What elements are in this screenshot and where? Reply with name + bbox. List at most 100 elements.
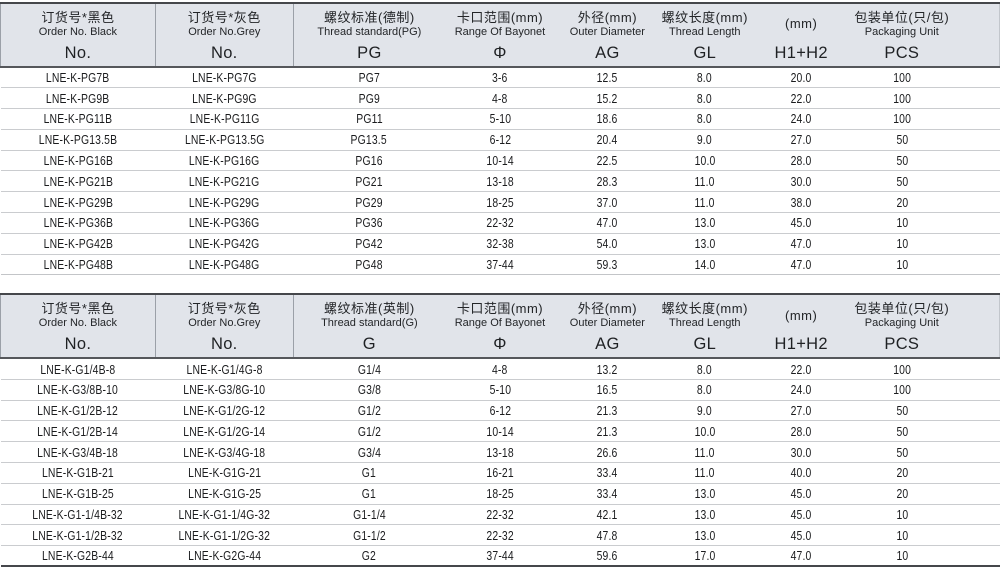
cell: 38.0	[749, 191, 853, 213]
cell-text: PG42	[355, 236, 383, 252]
cell: LNE-K-PG13.5G	[155, 128, 294, 151]
cell-text: PG9	[358, 90, 380, 106]
cell-text: 16.5	[596, 382, 618, 398]
cell: 3-6	[445, 67, 555, 88]
cell: 18-25	[445, 191, 555, 213]
table-row: LNE-K-PG42B LNE-K-PG42G PG42 32-38 54.0 13.0 4…	[0, 232, 1000, 255]
cell-text: 27.0	[790, 132, 812, 148]
cell: 10	[852, 232, 1000, 255]
cell: 47.0	[554, 212, 660, 234]
cell-text: 50	[896, 153, 908, 169]
cell-text: 30.0	[790, 173, 812, 189]
header-label-cn: 订货号*黑色	[41, 9, 115, 25]
column-header: 螺纹标准(德制) Thread standard(PG) PG	[293, 2, 446, 68]
table-row: LNE-K-PG16B LNE-K-PG16G PG16 10-14 22.5 10.0 2…	[0, 149, 1000, 171]
table-row: LNE-K-G1/4B-8 LNE-K-G1/4G-8 G1/4 4-8 13.2 8.0…	[1, 358, 1000, 379]
cell-text: 16-21	[486, 465, 514, 481]
cell-text: LNE-K-PG11B	[43, 111, 113, 127]
cell-text: LNE-K-PG48B	[43, 257, 113, 273]
cell-text: 50	[896, 444, 908, 460]
cell: 33.4	[554, 461, 660, 484]
cell: LNE-K-PG7B	[1, 67, 156, 88]
cell: 5-10	[445, 108, 555, 130]
header-labels: (mm)	[750, 295, 853, 331]
header-labels: (mm)	[750, 4, 853, 40]
cell: 40.0	[749, 461, 853, 484]
cell-text: LNE-K-PG13.5B	[38, 132, 118, 148]
cell-text: 47.0	[790, 548, 812, 564]
column-header: (mm) H1+H2	[749, 293, 853, 360]
cell-text: LNE-K-PG7G	[191, 70, 257, 86]
cell: PG13.5	[293, 128, 446, 151]
cell-text: 28.0	[790, 153, 812, 169]
table-row: LNE-K-PG29B LNE-K-PG29G PG29 18-25 37.0 11.0 3…	[0, 191, 1000, 213]
cell-text: 42.1	[596, 506, 618, 522]
cell: 16.5	[554, 378, 660, 401]
cell: LNE-K-G1/4B-8	[1, 358, 156, 379]
cell-text: 12.5	[596, 70, 618, 86]
cell: LNE-K-G1/2G-12	[155, 399, 294, 421]
cell: LNE-K-G1-1/4G-32	[155, 503, 294, 525]
cell-text: LNE-K-PG29G	[188, 194, 260, 210]
cell: LNE-K-G1/2G-14	[155, 420, 294, 442]
cell-text: 45.0	[790, 486, 812, 502]
cell-text: LNE-K-PG42B	[43, 236, 113, 252]
cell: 22.0	[750, 358, 853, 379]
cell: 33.4	[554, 482, 660, 505]
header-row: 订货号*黑色 Order No. Black No. 订货号*灰色 Order No.G…	[0, 2, 1000, 68]
header-label-en: Order No. Black	[38, 317, 118, 330]
cell: LNE-K-G3/4G-18	[155, 441, 294, 463]
cell-text: PG29	[355, 194, 383, 210]
cell-text: 18-25	[486, 194, 514, 210]
cell: PG36	[293, 212, 446, 234]
cell-text: PG36	[355, 215, 383, 231]
column-header: 外径(mm) Outer Diameter AG	[554, 2, 660, 68]
cell-text: G1-1/4	[352, 506, 386, 522]
table-row: LNE-K-PG21B LNE-K-PG21G PG21 13-18 28.3 11.0 3…	[0, 170, 1000, 192]
cell-text: 8.0	[697, 361, 713, 377]
header-row: 订货号*黑色 Order No. Black No. 订货号*灰色 Order No.G…	[0, 293, 1000, 360]
cell-text: LNE-K-G1/4G-8	[186, 361, 263, 377]
column-header: 包装单位(只/包) Packaging Unit PCS	[852, 293, 1000, 360]
cell-text: LNE-K-PG36G	[188, 215, 260, 231]
cell: 8.0	[660, 358, 750, 379]
column-header: 螺纹长度(mm) Thread Length GL	[659, 293, 750, 360]
cell: LNE-K-G1-1/2B-32	[0, 524, 156, 546]
header-labels: 螺纹标准(德制) Thread standard(PG)	[294, 4, 445, 40]
cell: 45.0	[749, 524, 853, 546]
header-labels: 订货号*黑色 Order No. Black	[1, 295, 155, 331]
pg-thread-table: 订货号*黑色 Order No. Black No. 订货号*灰色 Order No.G…	[0, 2, 1000, 276]
cell: 4-8	[445, 87, 555, 109]
header-label-cn: 外径(mm)	[577, 301, 638, 317]
header-label-cn: 订货号*灰色	[187, 9, 261, 25]
cell-text: LNE-K-PG16G	[188, 153, 260, 169]
cell: 28.3	[554, 170, 660, 192]
table-row: LNE-K-G1/2B-14 LNE-K-G1/2G-14 G1/2 10-14 21.…	[0, 420, 1000, 442]
cell: 50	[852, 170, 1000, 192]
cell-text: 11.0	[694, 194, 715, 210]
cell-text: LNE-K-G1/4B-8	[40, 361, 116, 377]
cell-text: 11.0	[694, 465, 715, 481]
cell-text: 9.0	[697, 132, 713, 148]
cell: LNE-K-PG11B	[0, 108, 156, 130]
cell-text: 59.6	[596, 548, 618, 564]
header-label-en: Outer Diameter	[569, 317, 645, 330]
cell-text: PG48	[355, 257, 383, 273]
cell: PG42	[293, 232, 446, 255]
cell: 10.0	[659, 149, 750, 171]
cell: LNE-K-G1G-25	[155, 482, 294, 505]
header-code: PCS	[884, 43, 920, 62]
header-label-en: Thread Length	[668, 25, 741, 38]
cell: 11.0	[659, 191, 750, 213]
cell-text: 54.0	[596, 236, 618, 252]
cell-text: 11.0	[694, 444, 715, 460]
cell-text: PG13.5	[350, 132, 388, 148]
cell: LNE-K-PG36B	[0, 212, 156, 234]
cell-text: 10	[896, 257, 908, 273]
cell-text: PG11	[355, 111, 383, 127]
cell: 13.0	[659, 232, 750, 255]
cell-text: 5-10	[489, 111, 511, 127]
header-label-cn: (mm)	[785, 16, 818, 32]
cell-text: 17.0	[694, 548, 716, 564]
header-label-en: Order No.Grey	[188, 25, 261, 38]
